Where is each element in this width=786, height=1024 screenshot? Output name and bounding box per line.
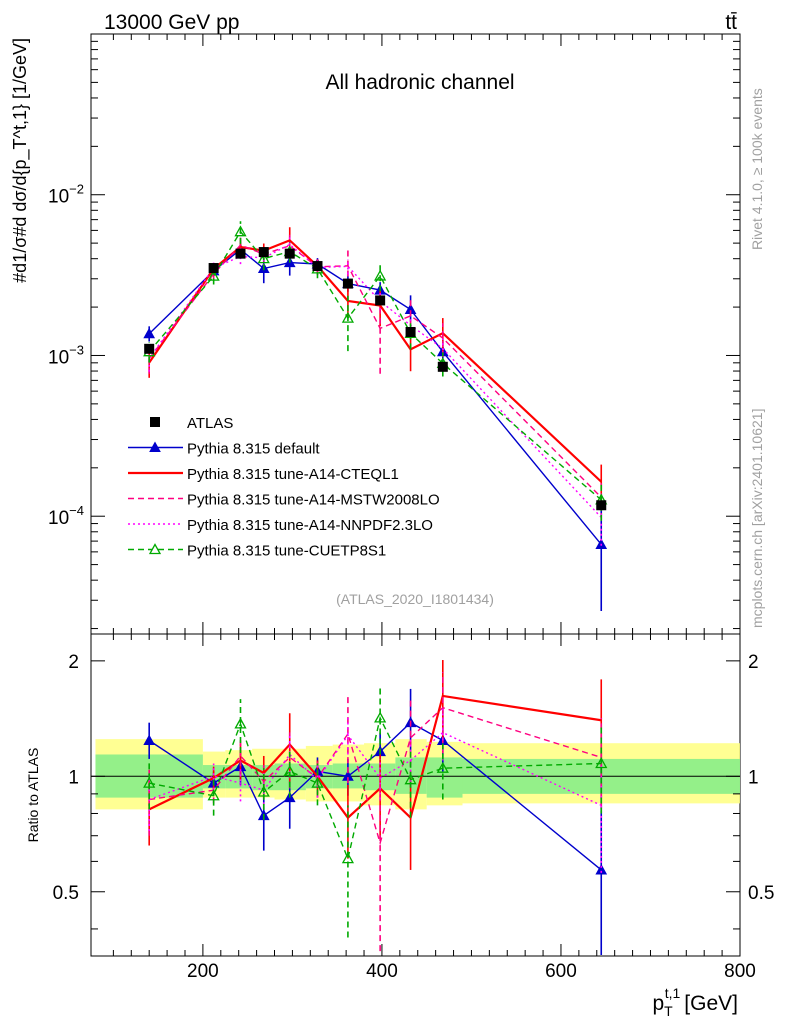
- ratio-marker: [257, 785, 270, 797]
- atlas-data-point: [342, 278, 353, 289]
- ratio-plot: [91, 660, 740, 955]
- ratio-tick-label-right: 0.5: [748, 883, 774, 904]
- ratio-tick-label-right: 2: [748, 652, 759, 673]
- x-tick-label: 200: [187, 961, 219, 982]
- atlas-data-point: [284, 248, 295, 259]
- legend-atlas-label: ATLAS: [187, 415, 233, 432]
- x-tick-label: 800: [724, 961, 756, 982]
- atlas-data-point: [235, 248, 246, 259]
- rivet-side-label: Rivet 4.1.0, ≥ 100k events: [749, 88, 765, 250]
- legend-label: Pythia 8.315 default: [187, 441, 320, 458]
- y-axis-label-main: #d1/σ#d dσ/d{p_T^t,1} [1/GeV]: [10, 38, 31, 283]
- ratio-marker: [341, 852, 355, 864]
- ratio-series-line: [149, 715, 602, 861]
- ratio-marker: [143, 734, 156, 745]
- atlas-data-point: [258, 247, 269, 258]
- legend-marker: [149, 441, 161, 452]
- y-main-tick-label: 10−3: [48, 342, 84, 368]
- main-series-line: [148, 230, 602, 501]
- process-label: tt̄: [725, 11, 737, 34]
- main-marker: [257, 252, 270, 264]
- main-plot: [143, 221, 608, 611]
- main-marker: [374, 269, 387, 281]
- ratio-tick-label-right: 1: [748, 767, 759, 788]
- atlas-data-point: [405, 326, 416, 337]
- main-marker: [341, 311, 355, 323]
- ratio-marker: [595, 757, 608, 769]
- legend-marker: [148, 543, 162, 555]
- ratio-tick-label-left: 1: [68, 767, 79, 788]
- ratio-marker: [143, 776, 156, 788]
- legend-atlas-marker: [150, 417, 160, 427]
- legend-label: Pythia 8.315 tune-A14-CTEQL1: [187, 466, 399, 483]
- atlas-data-point: [437, 361, 448, 372]
- legend-label: Pythia 8.315 tune-CUETP8S1: [187, 543, 386, 560]
- main-series-line: [148, 244, 602, 498]
- y-main-tick-label: 10−2: [48, 182, 84, 208]
- y-axis-label-ratio: Ratio to ATLAS: [25, 748, 41, 843]
- ratio-marker: [283, 765, 296, 777]
- axes-ticks: 200 400 600 800 10−4 10−3 10−2 0.5 0.5 1 1 2 2: [48, 33, 774, 982]
- ratio-marker: [234, 717, 247, 729]
- x-tick-label: 600: [545, 961, 577, 982]
- ratio-series-line: [148, 731, 602, 806]
- ratio-marker: [404, 773, 417, 785]
- x-tick-label: 400: [366, 961, 398, 982]
- legend-label: Pythia 8.315 tune-A14-MSTW2008LO: [187, 492, 440, 509]
- atlas-data-point: [312, 261, 323, 272]
- main-marker: [143, 327, 156, 339]
- main-series-line: [148, 243, 602, 518]
- ratio-band-stat: [426, 757, 463, 798]
- ratio-marker: [595, 863, 608, 875]
- legend: ATLAS Pythia 8.315 default Pythia 8.315 tu…: [128, 415, 440, 560]
- ratio-marker: [311, 776, 324, 788]
- atlas-data-point: [144, 343, 155, 354]
- ratio-marker: [207, 789, 220, 801]
- main-marker: [207, 269, 220, 281]
- legend-label: Pythia 8.315 tune-A14-NNPDF2.3LO: [187, 517, 433, 534]
- ratio-tick-label-left: 2: [68, 652, 79, 673]
- ratio-tick-label-left: 0.5: [53, 883, 79, 904]
- main-marker: [234, 225, 247, 237]
- atlas-data-point: [375, 295, 386, 306]
- analysis-id: (ATLAS_2020_I1801434): [336, 591, 494, 607]
- channel-label: All hadronic channel: [325, 71, 514, 94]
- energy-label: 13000 GeV pp: [104, 11, 239, 34]
- atlas-data-point: [596, 500, 607, 511]
- ratio-bands: [95, 739, 740, 810]
- atlas-data-point: [208, 263, 219, 274]
- ratio-marker: [436, 761, 449, 773]
- ratio-marker: [374, 711, 387, 723]
- x-axis-label: pTt,1 [GeV]: [652, 985, 738, 1019]
- y-main-tick-label: 10−4: [48, 503, 84, 529]
- mcplots-side-label: mcplots.cern.ch [arXiv:2401.10621]: [749, 409, 765, 628]
